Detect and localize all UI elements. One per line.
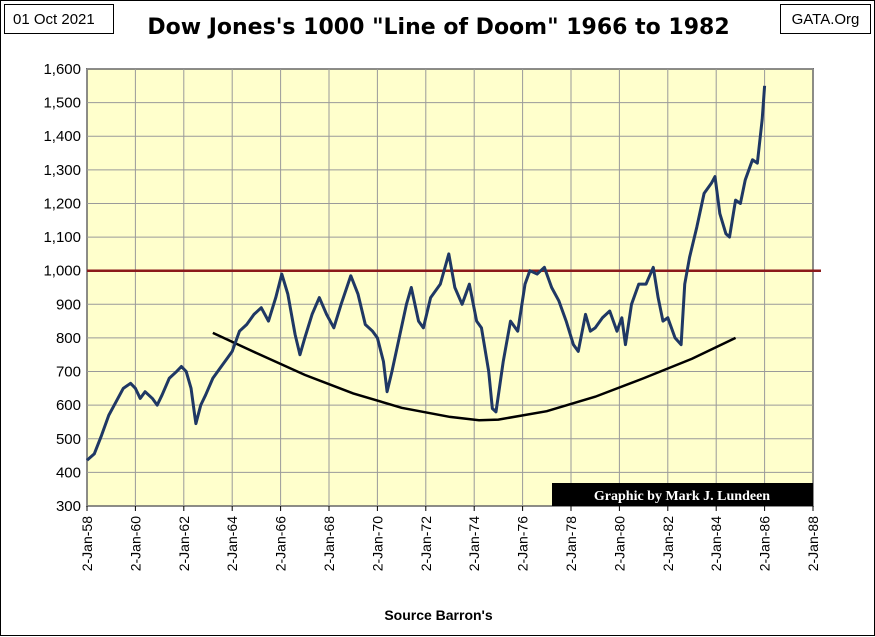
x-axis-label: Source Barron's (384, 607, 493, 623)
y-axis-ticks: 300 400 500 600 700 800 900 1,000 1,100 1,200 1,30… (43, 61, 81, 515)
date-label: 01 Oct 2021 (4, 4, 114, 34)
x-tick-label: 2-Jan-84 (708, 516, 724, 571)
trend-curve (212, 331, 737, 422)
y-tick-label: 1,200 (43, 195, 81, 212)
y-tick-label: 400 (56, 464, 81, 481)
site-label: GATA.Org (780, 4, 871, 34)
x-tick-label: 2-Jan-80 (611, 516, 627, 571)
credit-box-background (552, 483, 813, 506)
y-tick-label: 800 (56, 330, 81, 347)
y-tick-label: 1,300 (43, 162, 81, 179)
y-tick-label: 900 (56, 296, 81, 313)
credit-box: Graphic by Mark J. Lundeen (552, 483, 813, 506)
x-axis-ticks: 2-Jan-58 2-Jan-60 2-Jan-62 2-Jan-64 2-Jan-66… (79, 506, 821, 571)
x-tick-label: 2-Jan-76 (515, 516, 531, 571)
x-tick-label: 2-Jan-78 (563, 516, 579, 571)
plot-area (86, 68, 814, 507)
x-tick-label: 2-Jan-82 (660, 516, 676, 571)
x-tick-label: 2-Jan-64 (224, 516, 240, 571)
y-tick-label: 1,600 (43, 61, 81, 78)
y-tick-label: 700 (56, 364, 81, 381)
dow-jones-series-line (86, 85, 767, 462)
y-tick-label: 1,400 (43, 128, 81, 145)
x-tick-label: 2-Jan-88 (805, 516, 821, 571)
y-tick-label: 1,500 (43, 95, 81, 112)
x-tick-label: 2-Jan-60 (127, 516, 143, 571)
x-tick-label: 2-Jan-70 (369, 516, 385, 571)
y-tick-label: 500 (56, 431, 81, 448)
y-tick-label: 1,000 (43, 263, 81, 280)
credit-text: Graphic by Mark J. Lundeen (594, 489, 770, 504)
x-tick-label: 2-Jan-58 (79, 516, 95, 571)
x-tick-label: 2-Jan-66 (273, 516, 289, 571)
x-tick-label: 2-Jan-62 (176, 516, 192, 571)
x-tick-label: 2-Jan-86 (757, 516, 773, 571)
chart-title: Dow Jones's 1000 "Line of Doom" 1966 to … (147, 15, 730, 40)
y-tick-label: 1,100 (43, 229, 81, 246)
x-tick-label: 2-Jan-68 (321, 516, 337, 571)
y-tick-label: 600 (56, 397, 81, 414)
x-tick-label: 2-Jan-74 (466, 516, 482, 571)
y-tick-label: 300 (56, 498, 81, 515)
x-tick-label: 2-Jan-72 (418, 516, 434, 571)
